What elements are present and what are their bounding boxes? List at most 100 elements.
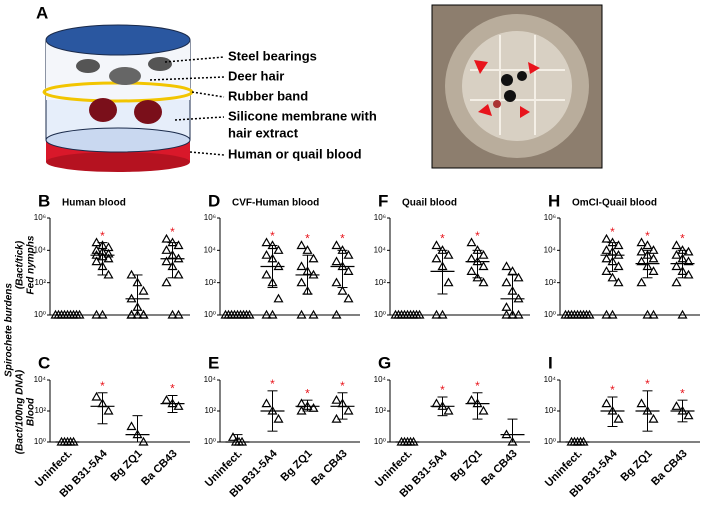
y-tick-label: 10⁶ [34,213,46,222]
y-tick-label: 10⁰ [374,310,386,319]
panel-letter: I [548,353,553,372]
photo [431,4,603,169]
data-point [466,266,477,275]
tick [134,100,162,124]
data-point [431,309,442,319]
significance: * [680,232,685,246]
data-point [308,253,319,263]
data-point [138,285,149,295]
y-tick-label: 10⁰ [374,437,386,446]
data-point [613,240,624,250]
data-point [331,277,342,287]
data-point [273,293,284,303]
y-tick-label: 10⁴ [34,245,47,254]
data-point [103,253,114,263]
panel-letter: C [38,353,50,372]
data-point [161,394,172,404]
y-tick-label: 10² [374,406,386,415]
y-tick-label: 10⁴ [34,375,47,384]
data-point [636,246,647,256]
y-tick-label: 10² [204,406,216,415]
data-point [466,253,477,263]
data-point [671,261,682,271]
blood-bottom [46,152,190,172]
panel-letter: B [38,191,50,210]
tick [89,98,117,122]
data-point [161,277,172,287]
y-tick-label: 10⁴ [204,245,217,254]
data-point [466,394,477,404]
data-point [443,405,454,415]
panel-title: Quail blood [402,198,457,209]
chamber-top [45,24,191,56]
significance: * [610,383,615,397]
significance: * [305,386,310,400]
x-tick-label: Ba CB43 [139,448,179,488]
diagram-label: Deer hair [228,68,284,83]
data-point [331,394,342,404]
significance: * [305,232,310,246]
panel-title: OmCI-Quail blood [572,198,657,209]
row-unit: (Bact/100ng DNA) [15,369,26,454]
data-point [478,261,489,271]
data-point [173,240,184,250]
tick [504,90,516,102]
panel-letter: A [36,3,48,22]
y-tick-label: 10⁴ [204,375,217,384]
diagram-label: Human or quail blood [228,146,362,161]
data-point [683,256,694,266]
bearing [148,57,172,71]
data-point [331,240,342,250]
data-point [478,249,489,259]
data-point [501,302,512,311]
significance: * [340,232,345,246]
data-point [443,249,454,259]
y-tick-label: 10⁰ [204,310,216,319]
diagram-label: hair extract [228,125,299,140]
data-point [636,277,647,287]
data-point [126,421,137,431]
data-point [337,285,348,295]
significance: * [100,379,105,393]
data-point [683,410,694,420]
data-point [431,253,442,263]
significance: * [270,229,275,243]
data-point [261,249,272,259]
x-tick-label: Ba CB43 [649,448,689,488]
data-point [173,401,184,410]
data-point [97,309,108,319]
row-name: Fed nymphs [26,235,37,294]
significance: * [340,379,345,393]
arrows [474,60,540,118]
data-point [343,266,354,275]
data-point [167,309,178,319]
data-point [261,237,272,247]
data-point [601,309,612,319]
y-tick-label: 10⁶ [544,213,556,222]
data-point [507,266,518,275]
data-point [501,261,512,271]
y-tick-label: 10⁰ [544,437,556,446]
y-tick-label: 10⁴ [374,375,387,384]
significance: * [440,383,445,397]
data-point [437,309,448,319]
y-tick-label: 10² [34,278,46,287]
data-point [671,240,682,250]
data-point [296,309,307,319]
data-point [478,405,489,415]
data-point [296,261,307,271]
data-point [161,233,172,243]
data-point [343,249,354,259]
y-tick-label: 10² [544,406,556,415]
data-point [103,248,114,258]
photo-mesh [470,35,565,135]
data-point [296,240,307,250]
data-point [261,398,272,408]
panel-letter: F [378,191,388,210]
y-tick-label: 10⁰ [34,310,46,319]
y-tick-label: 10⁴ [374,245,387,254]
data-point [273,245,284,254]
panel-a: A Steel bearings Deer hair Rubber band S… [36,3,377,172]
data-point [601,253,612,263]
significance: * [170,382,175,396]
